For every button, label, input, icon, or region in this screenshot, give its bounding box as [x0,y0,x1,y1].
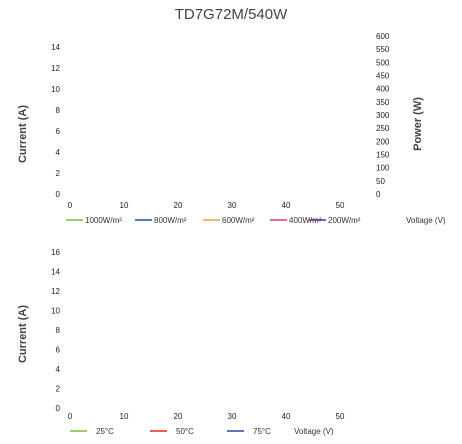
chart2-y-tick-label: 12 [51,287,60,296]
chart1-y-tick-label: 14 [51,43,60,52]
chart1-y-tick-label: 6 [56,127,61,136]
chart1-y2-tick-label: 250 [376,124,390,133]
chart2-y-tick-label: 6 [56,346,61,355]
chart2-y-tick-label: 10 [51,307,60,316]
chart1-y-tick-label: 2 [56,169,61,178]
chart1-y2-tick-label: 450 [376,72,390,81]
chart2-x-axis-label: Voltage (V) [294,427,334,436]
chart2-y-tick-label: 14 [51,268,60,277]
chart2-y-tick-label: 4 [56,365,61,374]
chart2-legend-label: 50°C [176,427,194,436]
chart1-y2-tick-label: 350 [376,98,390,107]
chart1-x-tick-label: 30 [228,201,237,210]
chart1-x-tick-label: 40 [282,201,291,210]
chart1-x-axis-label: Voltage (V) [406,216,446,225]
chart2-y-tick-label: 2 [56,385,61,394]
chart1-y2-tick-label: 500 [376,58,390,67]
chart1-x-tick-label: 50 [336,201,345,210]
chart2-x-tick-label: 10 [120,412,129,421]
chart2-legend-label: 25°C [96,427,114,436]
chart-title: TD7G72M/540W [174,6,288,23]
chart1-y-tick-label: 8 [56,106,61,115]
chart1-y2-tick-label: 50 [376,177,385,186]
chart2-y-tick-label: 0 [56,404,61,413]
chart1-y2-tick-label: 550 [376,45,390,54]
chart1-legend-label: 800W/m² [154,216,187,225]
chart2-y-tick-label: 8 [56,326,61,335]
chart2-x-tick-label: 30 [228,412,237,421]
chart1-x-tick-label: 10 [120,201,129,210]
chart2-x-tick-label: 20 [174,412,183,421]
chart1-y2-tick-label: 600 [376,32,390,41]
chart1-x-tick-label: 0 [68,201,73,210]
chart1-y2-tick-label: 100 [376,164,390,173]
chart1-legend-label: 400W/m² [289,216,322,225]
chart1-legend-label: 600W/m² [222,216,255,225]
chart2-legend-label: 75°C [253,427,271,436]
chart1-y2-tick-label: 150 [376,151,390,160]
chart1-y2-tick-label: 300 [376,111,390,120]
chart1-y2-tick-label: 0 [376,190,381,199]
chart1-y-tick-label: 0 [56,190,61,199]
chart1-x-tick-label: 20 [174,201,183,210]
chart1-legend-label: 200W/m² [328,216,361,225]
chart1-y2-tick-label: 200 [376,137,390,146]
chart1-y-tick-label: 12 [51,64,60,73]
chart2-y-tick-label: 16 [51,248,60,257]
chart1-y2-tick-label: 400 [376,85,390,94]
chart2-x-tick-label: 0 [68,412,73,421]
chart2-x-tick-label: 50 [336,412,345,421]
chart1-y-tick-label: 4 [56,148,61,157]
chart1-y-tick-label: 10 [51,85,60,94]
chart1-legend-label: 1000W/m² [85,216,122,225]
chart2-x-tick-label: 40 [282,412,291,421]
